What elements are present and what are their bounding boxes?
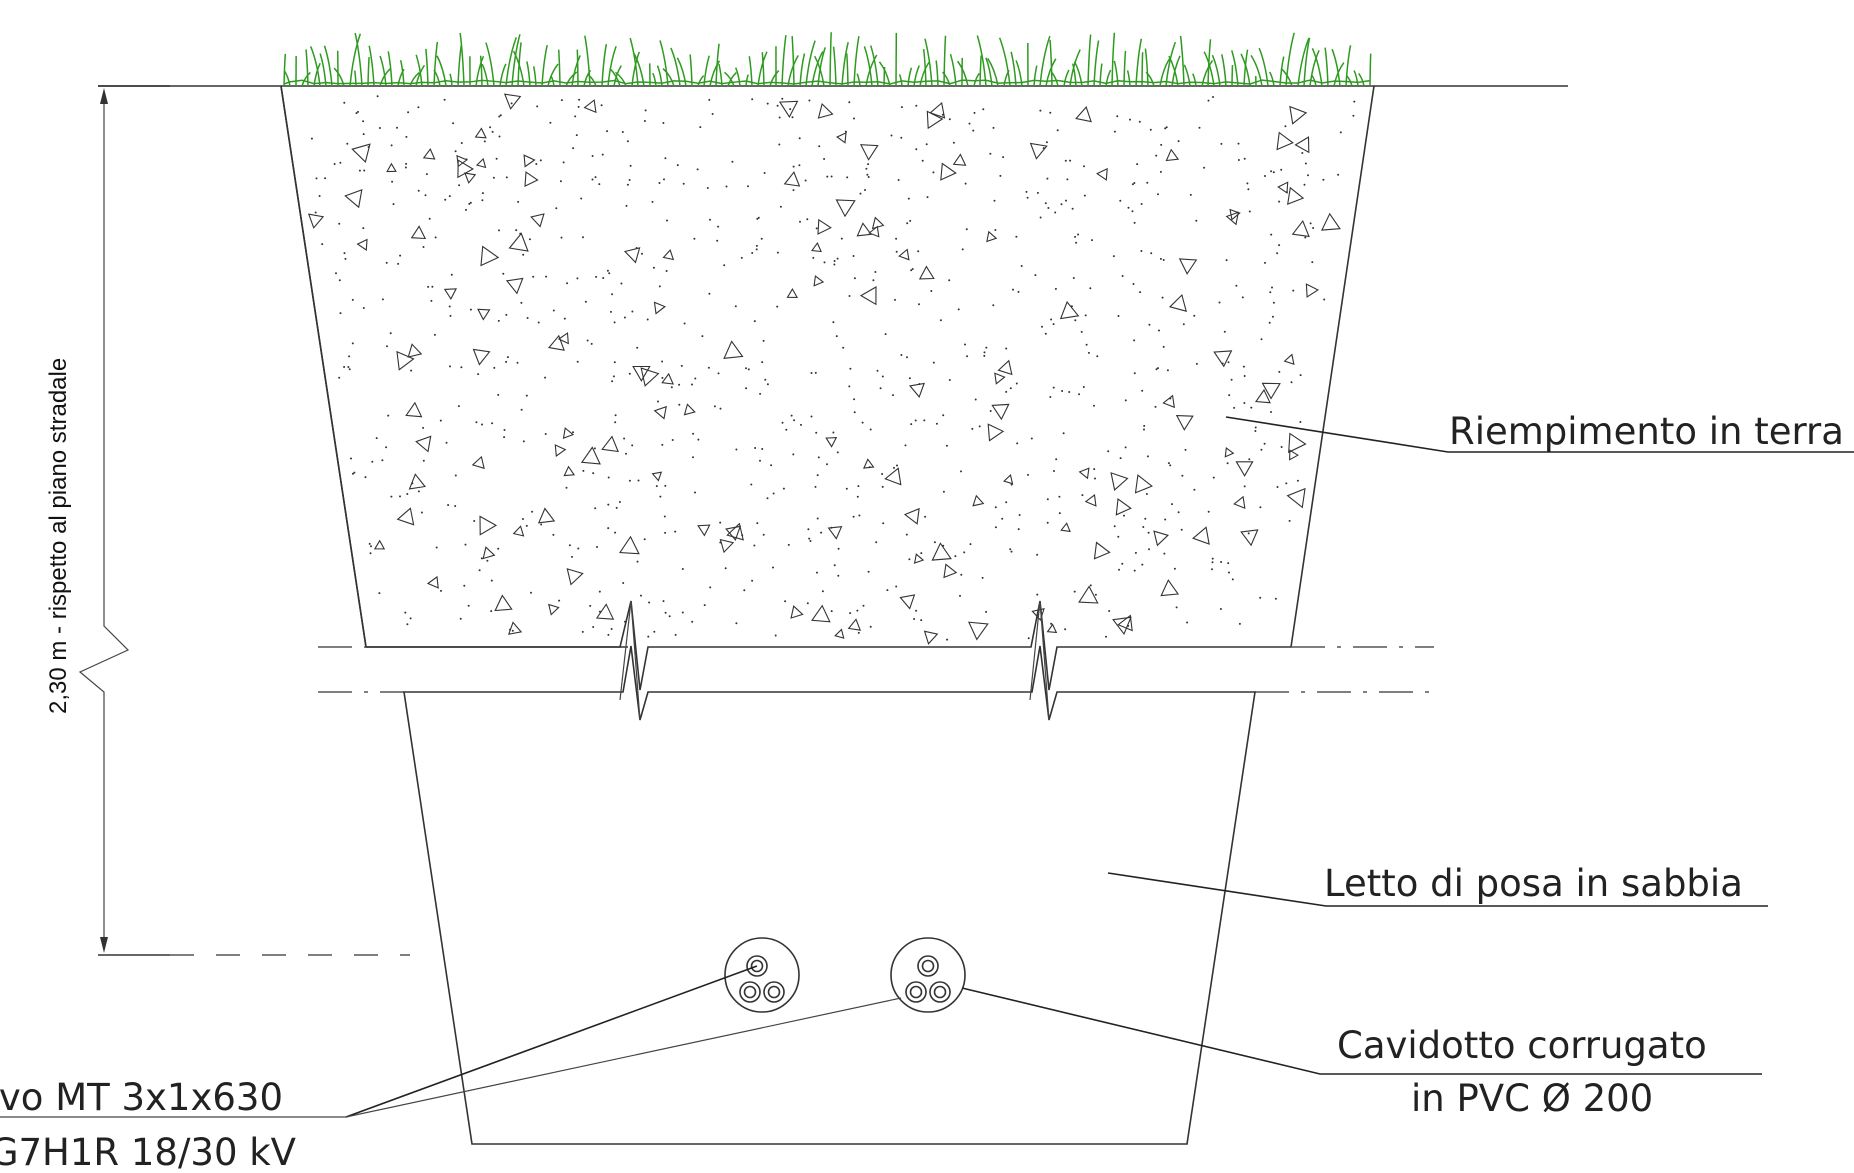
depth-dimension-label: 2,30 m - rispetto al piano stradale [45, 358, 72, 714]
conduit-left [724, 937, 800, 1013]
label-cable-1: Cavo MT 3x1x630 [0, 1076, 283, 1119]
label-conduit-2: in PVC Ø 200 [1411, 1077, 1653, 1120]
break-zigzag-2 [1029, 600, 1050, 721]
label-fill: Riempimento in terra [1449, 410, 1844, 453]
earth-fill-texture [307, 93, 1356, 645]
dimension-line [78, 92, 130, 950]
dimension-arrow-bottom [100, 937, 108, 953]
label-cable-2: ARG7H1R 18/30 kV [0, 1131, 296, 1173]
leader-sand [1107, 872, 1768, 907]
dimension-arrow-top [100, 88, 108, 104]
grass-strip [283, 32, 1372, 87]
leader-cable-2 [0, 997, 902, 1118]
label-sand: Letto di posa in sabbia [1324, 862, 1743, 905]
break-zigzag-1 [619, 600, 641, 721]
leader-fill [1225, 416, 1854, 453]
upper-trench-outline [280, 85, 628, 648]
upper-trench-sides [280, 85, 1375, 691]
leader-cable-1 [345, 965, 758, 1118]
conduit-right [890, 937, 966, 1013]
leader-conduit [961, 987, 1762, 1075]
lower-trench-outline [403, 645, 1256, 1145]
label-conduit-1: Cavidotto corrugato [1337, 1024, 1707, 1067]
